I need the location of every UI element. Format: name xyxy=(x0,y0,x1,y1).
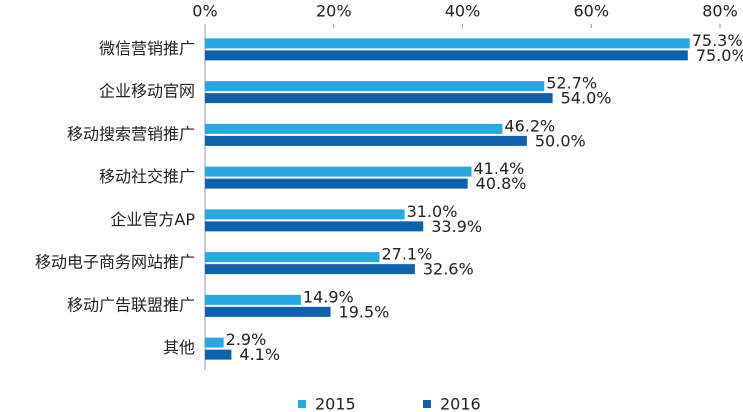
y-tick-label: 其他 xyxy=(163,338,195,357)
bar xyxy=(205,306,331,317)
bar xyxy=(205,135,527,146)
bar xyxy=(205,93,553,104)
x-tick-label: 0% xyxy=(192,2,217,21)
x-tick-label: 80% xyxy=(702,2,738,21)
x-tick-label: 20% xyxy=(316,2,352,21)
bar xyxy=(205,123,503,134)
value-label: 75.3% xyxy=(692,31,743,50)
y-tick-label: 企业官方AP xyxy=(110,210,195,229)
value-label: 32.6% xyxy=(423,260,474,279)
y-tick-label: 移动搜索营销推广 xyxy=(67,124,195,143)
bar xyxy=(205,294,301,305)
value-label: 27.1% xyxy=(381,245,432,264)
bar xyxy=(205,209,405,220)
value-label: 46.2% xyxy=(504,116,555,135)
value-label: 50.0% xyxy=(535,131,586,150)
value-label: 41.4% xyxy=(474,159,525,178)
bar xyxy=(205,252,380,263)
y-tick-label: 企业移动官网 xyxy=(99,82,195,101)
legend-swatch xyxy=(423,400,431,408)
value-label: 40.8% xyxy=(476,174,527,193)
bar xyxy=(205,38,690,49)
bar xyxy=(205,81,545,92)
y-tick-label: 微信营销推广 xyxy=(99,39,195,58)
bar xyxy=(205,166,472,177)
legend-swatch xyxy=(298,400,306,408)
bar xyxy=(205,221,424,232)
legend-label: 2016 xyxy=(440,395,481,412)
value-label: 52.7% xyxy=(546,74,597,93)
y-tick-label: 移动广告联盟推广 xyxy=(67,295,195,314)
y-tick-label: 移动电子商务网站推广 xyxy=(35,253,195,272)
value-label: 54.0% xyxy=(561,89,612,108)
value-label: 2.9% xyxy=(226,330,267,349)
value-label: 4.1% xyxy=(239,345,280,364)
value-label: 75.0% xyxy=(696,46,743,65)
bar xyxy=(205,337,224,348)
bar xyxy=(205,50,688,61)
bar xyxy=(205,349,232,360)
value-label: 19.5% xyxy=(339,302,390,321)
bar xyxy=(205,178,468,189)
bar xyxy=(205,264,415,275)
x-tick-label: 40% xyxy=(445,2,481,21)
value-label: 31.0% xyxy=(407,202,458,221)
value-label: 33.9% xyxy=(431,217,482,236)
legend-label: 2015 xyxy=(315,395,356,412)
value-label: 14.9% xyxy=(303,287,354,306)
x-tick-label: 60% xyxy=(573,2,609,21)
y-tick-label: 移动社交推广 xyxy=(99,167,195,186)
